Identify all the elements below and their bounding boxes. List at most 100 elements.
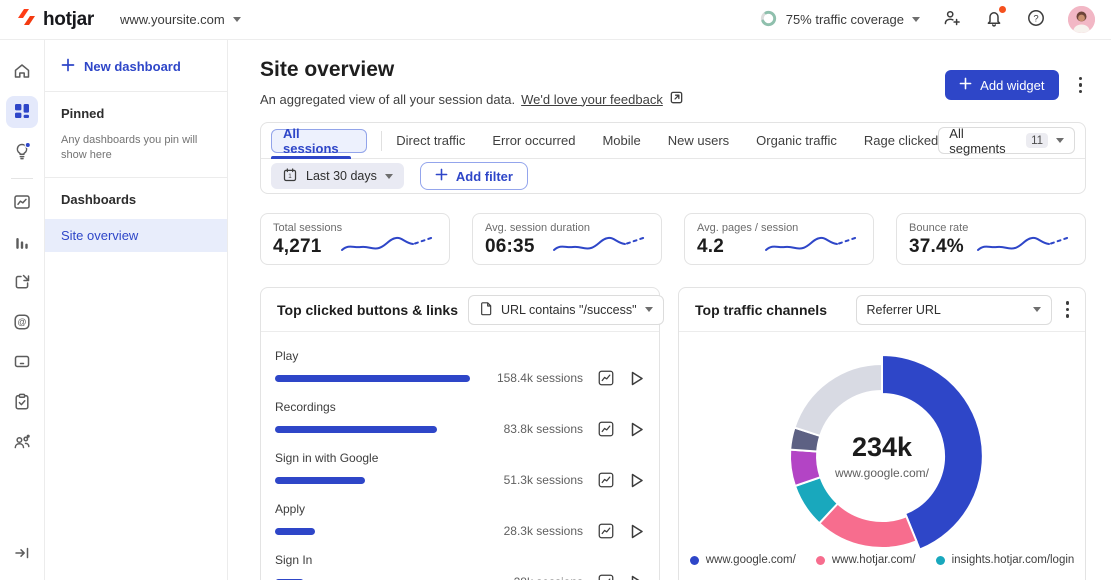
legend-dot [815,555,825,565]
play-recordings-button[interactable] [629,472,645,489]
collapse-sidebar-button[interactable] [6,538,38,570]
invite-user-button[interactable] [942,8,962,31]
view-trend-button[interactable] [597,471,615,489]
hotjar-logo[interactable]: hotjar [16,8,94,32]
play-recordings-button[interactable] [629,574,645,580]
topbar: hotjar www.yoursite.com 75% traffic cove… [0,0,1111,40]
tab-all-sessions[interactable]: All sessions [271,126,368,156]
funnels-nav-button[interactable] [6,267,38,299]
help-button[interactable]: ? [1026,8,1046,31]
segments-tabs-row: All sessions Direct traffic Error occurr… [261,123,1085,159]
stat-value: 37.4% [909,236,964,257]
date-filter-row: 1 Last 30 days Add filter [261,159,1085,193]
heatmaps-nav-button[interactable]: @ [6,307,38,339]
interviews-nav-button[interactable] [6,427,38,459]
surveys-nav-button[interactable] [6,387,38,419]
sparkline [977,236,1071,251]
at-sign-icon: @ [12,312,32,335]
stat-value: 4.2 [697,236,725,257]
notifications-button[interactable] [984,6,1006,31]
rail-divider [11,178,33,179]
tab-organic-traffic[interactable]: Organic traffic [756,133,837,148]
donut-legend: www.google.com/ www.hotjar.com/ insights… [679,554,1085,566]
tab-direct-traffic[interactable]: Direct traffic [396,133,466,148]
site-selector-label: www.yoursite.com [119,12,225,27]
donut-slice[interactable] [881,353,984,551]
feedback-link[interactable]: We'd love your feedback [521,91,663,107]
legend-label: insights.hotjar.com/login [951,554,1075,566]
chevron-down-icon [1032,307,1041,312]
url-filter-dropdown[interactable]: URL contains "/success" [467,294,664,325]
ideas-nav-button[interactable] [6,136,38,168]
plus-icon [61,58,75,75]
sessions-count: 28k sessions [491,575,583,580]
panel-more-menu[interactable] [1062,297,1074,322]
bar [275,425,437,433]
sparkline [765,236,859,251]
view-trend-button[interactable] [597,573,615,580]
external-link-icon[interactable] [669,90,684,108]
sessions-count: 28.3k sessions [503,524,583,538]
tab-new-users[interactable]: New users [667,133,730,148]
sidebar-divider [45,91,227,92]
trends-nav-button[interactable] [6,187,38,219]
metrics-nav-button[interactable] [6,227,38,259]
play-recordings-button[interactable] [629,523,645,540]
dashboards-nav-button[interactable] [6,96,38,128]
tab-error-occurred[interactable]: Error occurred [492,133,576,148]
referrer-dropdown[interactable]: Referrer URL [855,294,1052,325]
user-avatar[interactable] [1068,6,1095,33]
feedback-nav-button[interactable] [6,347,38,379]
all-segments-dropdown[interactable]: All segments 11 [938,126,1076,156]
date-range-dropdown[interactable]: 1 Last 30 days [271,163,404,189]
view-trend-button[interactable] [597,522,615,540]
coverage-label: 75% traffic coverage [785,12,904,27]
legend-item: insights.hotjar.com/login [935,554,1075,566]
donut-slice[interactable] [817,502,918,549]
icon-rail: @ [0,40,45,580]
new-dashboard-label: New dashboard [84,59,181,74]
filter-container: All sessions Direct traffic Error occurr… [260,122,1086,194]
dashboards-icon [12,101,32,124]
panel-title: Top clicked buttons & links [277,301,458,318]
segments-count-badge: 11 [1026,133,1049,148]
bar [275,578,305,580]
svg-text:1: 1 [288,173,292,180]
stat-card-session-duration: Avg. session duration 06:35 [472,213,662,265]
calendar-icon: 1 [282,167,298,186]
plus-icon [959,77,972,93]
coverage-ring-icon [759,9,778,31]
donut-slice[interactable] [793,362,883,438]
stat-label: Avg. session duration [485,222,590,234]
dashboards-sidebar: New dashboard Pinned Any dashboards you … [45,40,228,580]
add-filter-button[interactable]: Add filter [419,162,528,190]
sessions-count: 83.8k sessions [503,422,583,436]
chat-bubble-icon [12,352,32,375]
tab-mobile[interactable]: Mobile [602,133,641,148]
active-tab-underline [271,156,351,159]
add-widget-button[interactable]: Add widget [945,70,1059,100]
home-nav-button[interactable] [6,56,38,88]
view-trend-button[interactable] [597,420,615,438]
pinned-empty-text: Any dashboards you pin will show here [61,134,198,161]
site-selector[interactable]: www.yoursite.com [120,12,241,27]
chevron-down-icon [1056,138,1065,143]
chevron-down-icon [232,17,241,22]
play-recordings-button[interactable] [629,370,645,387]
tab-rage-clicked[interactable]: Rage clicked [863,133,939,148]
bar-chart-icon [12,232,32,255]
dashboard-more-menu[interactable] [1075,73,1087,98]
page-title: Site overview [260,58,395,81]
view-trend-button[interactable] [597,369,615,387]
play-recordings-button[interactable] [629,421,645,438]
chevron-down-icon [644,307,653,312]
traffic-coverage-dropdown[interactable]: 75% traffic coverage [759,9,920,31]
sidebar-item-site-overview[interactable]: Site overview [45,218,227,252]
traffic-donut-chart[interactable] [767,341,997,571]
sparkline [341,236,435,251]
stat-value: 06:35 [485,236,535,257]
new-dashboard-button[interactable]: New dashboard [45,40,227,91]
date-range-label: Last 30 days [306,169,377,183]
main-content: Site overview An aggregated view of all … [228,40,1111,580]
